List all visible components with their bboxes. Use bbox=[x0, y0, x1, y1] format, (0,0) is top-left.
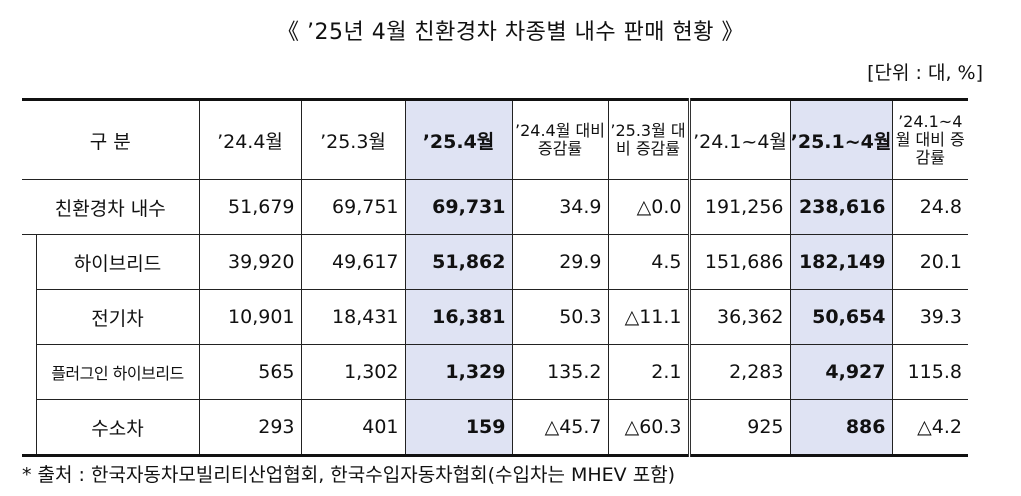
cell-value: 50,654 bbox=[789, 289, 892, 345]
cell-value: 51,862 bbox=[404, 234, 512, 290]
source-note: * 출처 : 한국자동차모빌리티산업협회, 한국수입자동차협회(수입차는 MHE… bbox=[22, 464, 676, 486]
header-25-ytd: ’25.1~4월 bbox=[789, 98, 892, 180]
cell-value: 69,731 bbox=[404, 179, 512, 235]
cell-value: 4.5 bbox=[607, 234, 689, 290]
cell-value: 401 bbox=[300, 399, 405, 457]
cell-value: △60.3 bbox=[607, 399, 689, 457]
cell-value: △11.1 bbox=[607, 289, 689, 345]
cell-value: 4,927 bbox=[789, 344, 892, 400]
cell-value: 191,256 bbox=[687, 179, 790, 235]
unit-label: [단위 : 대, %] bbox=[867, 62, 983, 84]
cell-value: 238,616 bbox=[789, 179, 892, 235]
header-category: 구 분 bbox=[22, 98, 199, 180]
cell-value: 293 bbox=[198, 399, 301, 457]
header-yoy-change: ’24.4월 대비 증감률 bbox=[511, 98, 608, 180]
cell-value: 34.9 bbox=[511, 179, 608, 235]
cell-value: 39,920 bbox=[198, 234, 301, 290]
cell-value: 49,617 bbox=[300, 234, 405, 290]
cell-value: 2.1 bbox=[607, 344, 689, 400]
page-title: 《 ’25년 4월 친환경차 차종별 내수 판매 현황 》 bbox=[276, 20, 745, 45]
cell-value: 151,686 bbox=[687, 234, 790, 290]
cell-value: 886 bbox=[789, 399, 892, 457]
table-row: 수소차 293 401 159 △45.7 △60.3 925 886 △4.2 bbox=[22, 399, 968, 457]
row-label: 수소차 bbox=[35, 399, 199, 457]
cell-value: 159 bbox=[404, 399, 512, 457]
row-label: 플러그인 하이브리드 bbox=[35, 344, 199, 400]
cell-value: 182,149 bbox=[789, 234, 892, 290]
header-ytd-change: ’24.1~4월 대비 증감률 bbox=[891, 98, 968, 180]
cell-value: 39.3 bbox=[891, 289, 968, 345]
cell-value: 135.2 bbox=[511, 344, 608, 400]
cell-value: 565 bbox=[198, 344, 301, 400]
cell-value: 10,901 bbox=[198, 289, 301, 345]
cell-value: 24.8 bbox=[891, 179, 968, 235]
cell-value: △4.2 bbox=[891, 399, 968, 457]
cell-value: 16,381 bbox=[404, 289, 512, 345]
header-24-ytd: ’24.1~4월 bbox=[687, 98, 790, 180]
header-row: 구 분 ’24.4월 ’25.3월 ’25.4월 ’24.4월 대비 증감률 ’… bbox=[22, 98, 968, 180]
sales-table: 구 분 ’24.4월 ’25.3월 ’25.4월 ’24.4월 대비 증감률 ’… bbox=[22, 98, 968, 457]
cell-value: 20.1 bbox=[891, 234, 968, 290]
table-row: 플러그인 하이브리드 565 1,302 1,329 135.2 2.1 2,2… bbox=[22, 344, 968, 400]
cell-value: 51,679 bbox=[198, 179, 301, 235]
row-label: 전기차 bbox=[35, 289, 199, 345]
cell-value: 69,751 bbox=[300, 179, 405, 235]
table-row: 하이브리드 39,920 49,617 51,862 29.9 4.5 151,… bbox=[22, 234, 968, 290]
cell-value: △45.7 bbox=[511, 399, 608, 457]
header-24-apr: ’24.4월 bbox=[198, 98, 301, 180]
cell-value: 1,329 bbox=[404, 344, 512, 400]
cell-value: 115.8 bbox=[891, 344, 968, 400]
cell-value: △0.0 bbox=[607, 179, 689, 235]
table-row: 전기차 10,901 18,431 16,381 50.3 △11.1 36,3… bbox=[22, 289, 968, 345]
cell-value: 18,431 bbox=[300, 289, 405, 345]
row-label: 하이브리드 bbox=[35, 234, 199, 290]
cell-value: 2,283 bbox=[687, 344, 790, 400]
table-row: 친환경차 내수 51,679 69,751 69,731 34.9 △0.0 1… bbox=[22, 179, 968, 235]
header-25-mar: ’25.3월 bbox=[300, 98, 405, 180]
row-label: 친환경차 내수 bbox=[22, 179, 199, 235]
cell-value: 29.9 bbox=[511, 234, 608, 290]
cell-value: 925 bbox=[687, 399, 790, 457]
cell-value: 1,302 bbox=[300, 344, 405, 400]
cell-value: 50.3 bbox=[511, 289, 608, 345]
header-25-apr: ’25.4월 bbox=[404, 98, 512, 180]
header-mom-change: ’25.3월 대비 증감률 bbox=[607, 98, 689, 180]
cell-value: 36,362 bbox=[687, 289, 790, 345]
